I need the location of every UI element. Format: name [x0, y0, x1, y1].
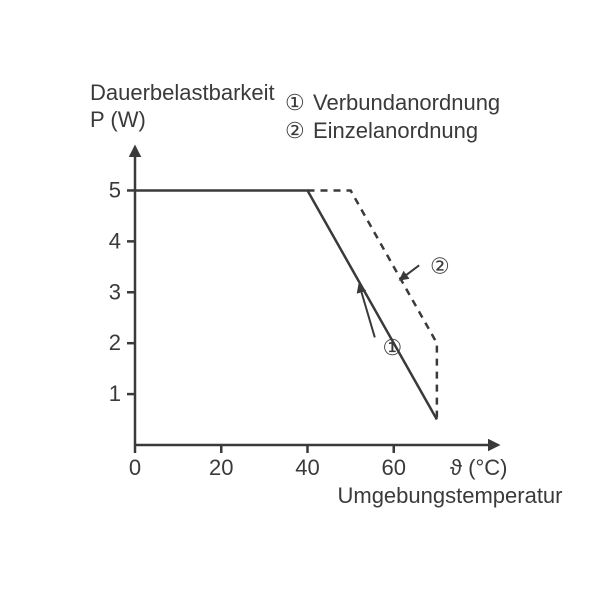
- y-axis-title-line1: Dauerbelastbarkeit: [90, 80, 275, 105]
- derating-chart: 0 20 40 60 1 2 3 4 5 DauerbelastbarkeitP (W) ϑ (°C…: [0, 0, 600, 600]
- x-tick-label: 20: [209, 455, 233, 480]
- y-tick-label: 1: [109, 381, 121, 406]
- series-1: [135, 190, 437, 419]
- series-callout-label: ①: [383, 335, 403, 360]
- y-tick-label: 2: [109, 330, 121, 355]
- x-axis-unit: ϑ (°C): [450, 455, 507, 480]
- x-tick-label: 60: [382, 455, 406, 480]
- x-tick-label: 40: [295, 455, 319, 480]
- x-axis-title: Umgebungstemperatur: [337, 483, 562, 508]
- y-tick-label: 4: [109, 228, 121, 253]
- series-callout-arrow: [359, 285, 375, 338]
- y-tick-label: 5: [109, 177, 121, 202]
- y-axis-title-line2: P (W): [90, 107, 146, 132]
- legend-label: Einzelanordnung: [313, 118, 478, 143]
- series-callout-label: ②: [430, 254, 450, 279]
- x-tick-label: 0: [129, 455, 141, 480]
- legend-label: Verbundanordnung: [313, 90, 500, 115]
- series-callout-arrow: [400, 265, 419, 279]
- legend-marker: ②: [285, 118, 305, 143]
- legend-marker: ①: [285, 90, 305, 115]
- y-tick-label: 3: [109, 279, 121, 304]
